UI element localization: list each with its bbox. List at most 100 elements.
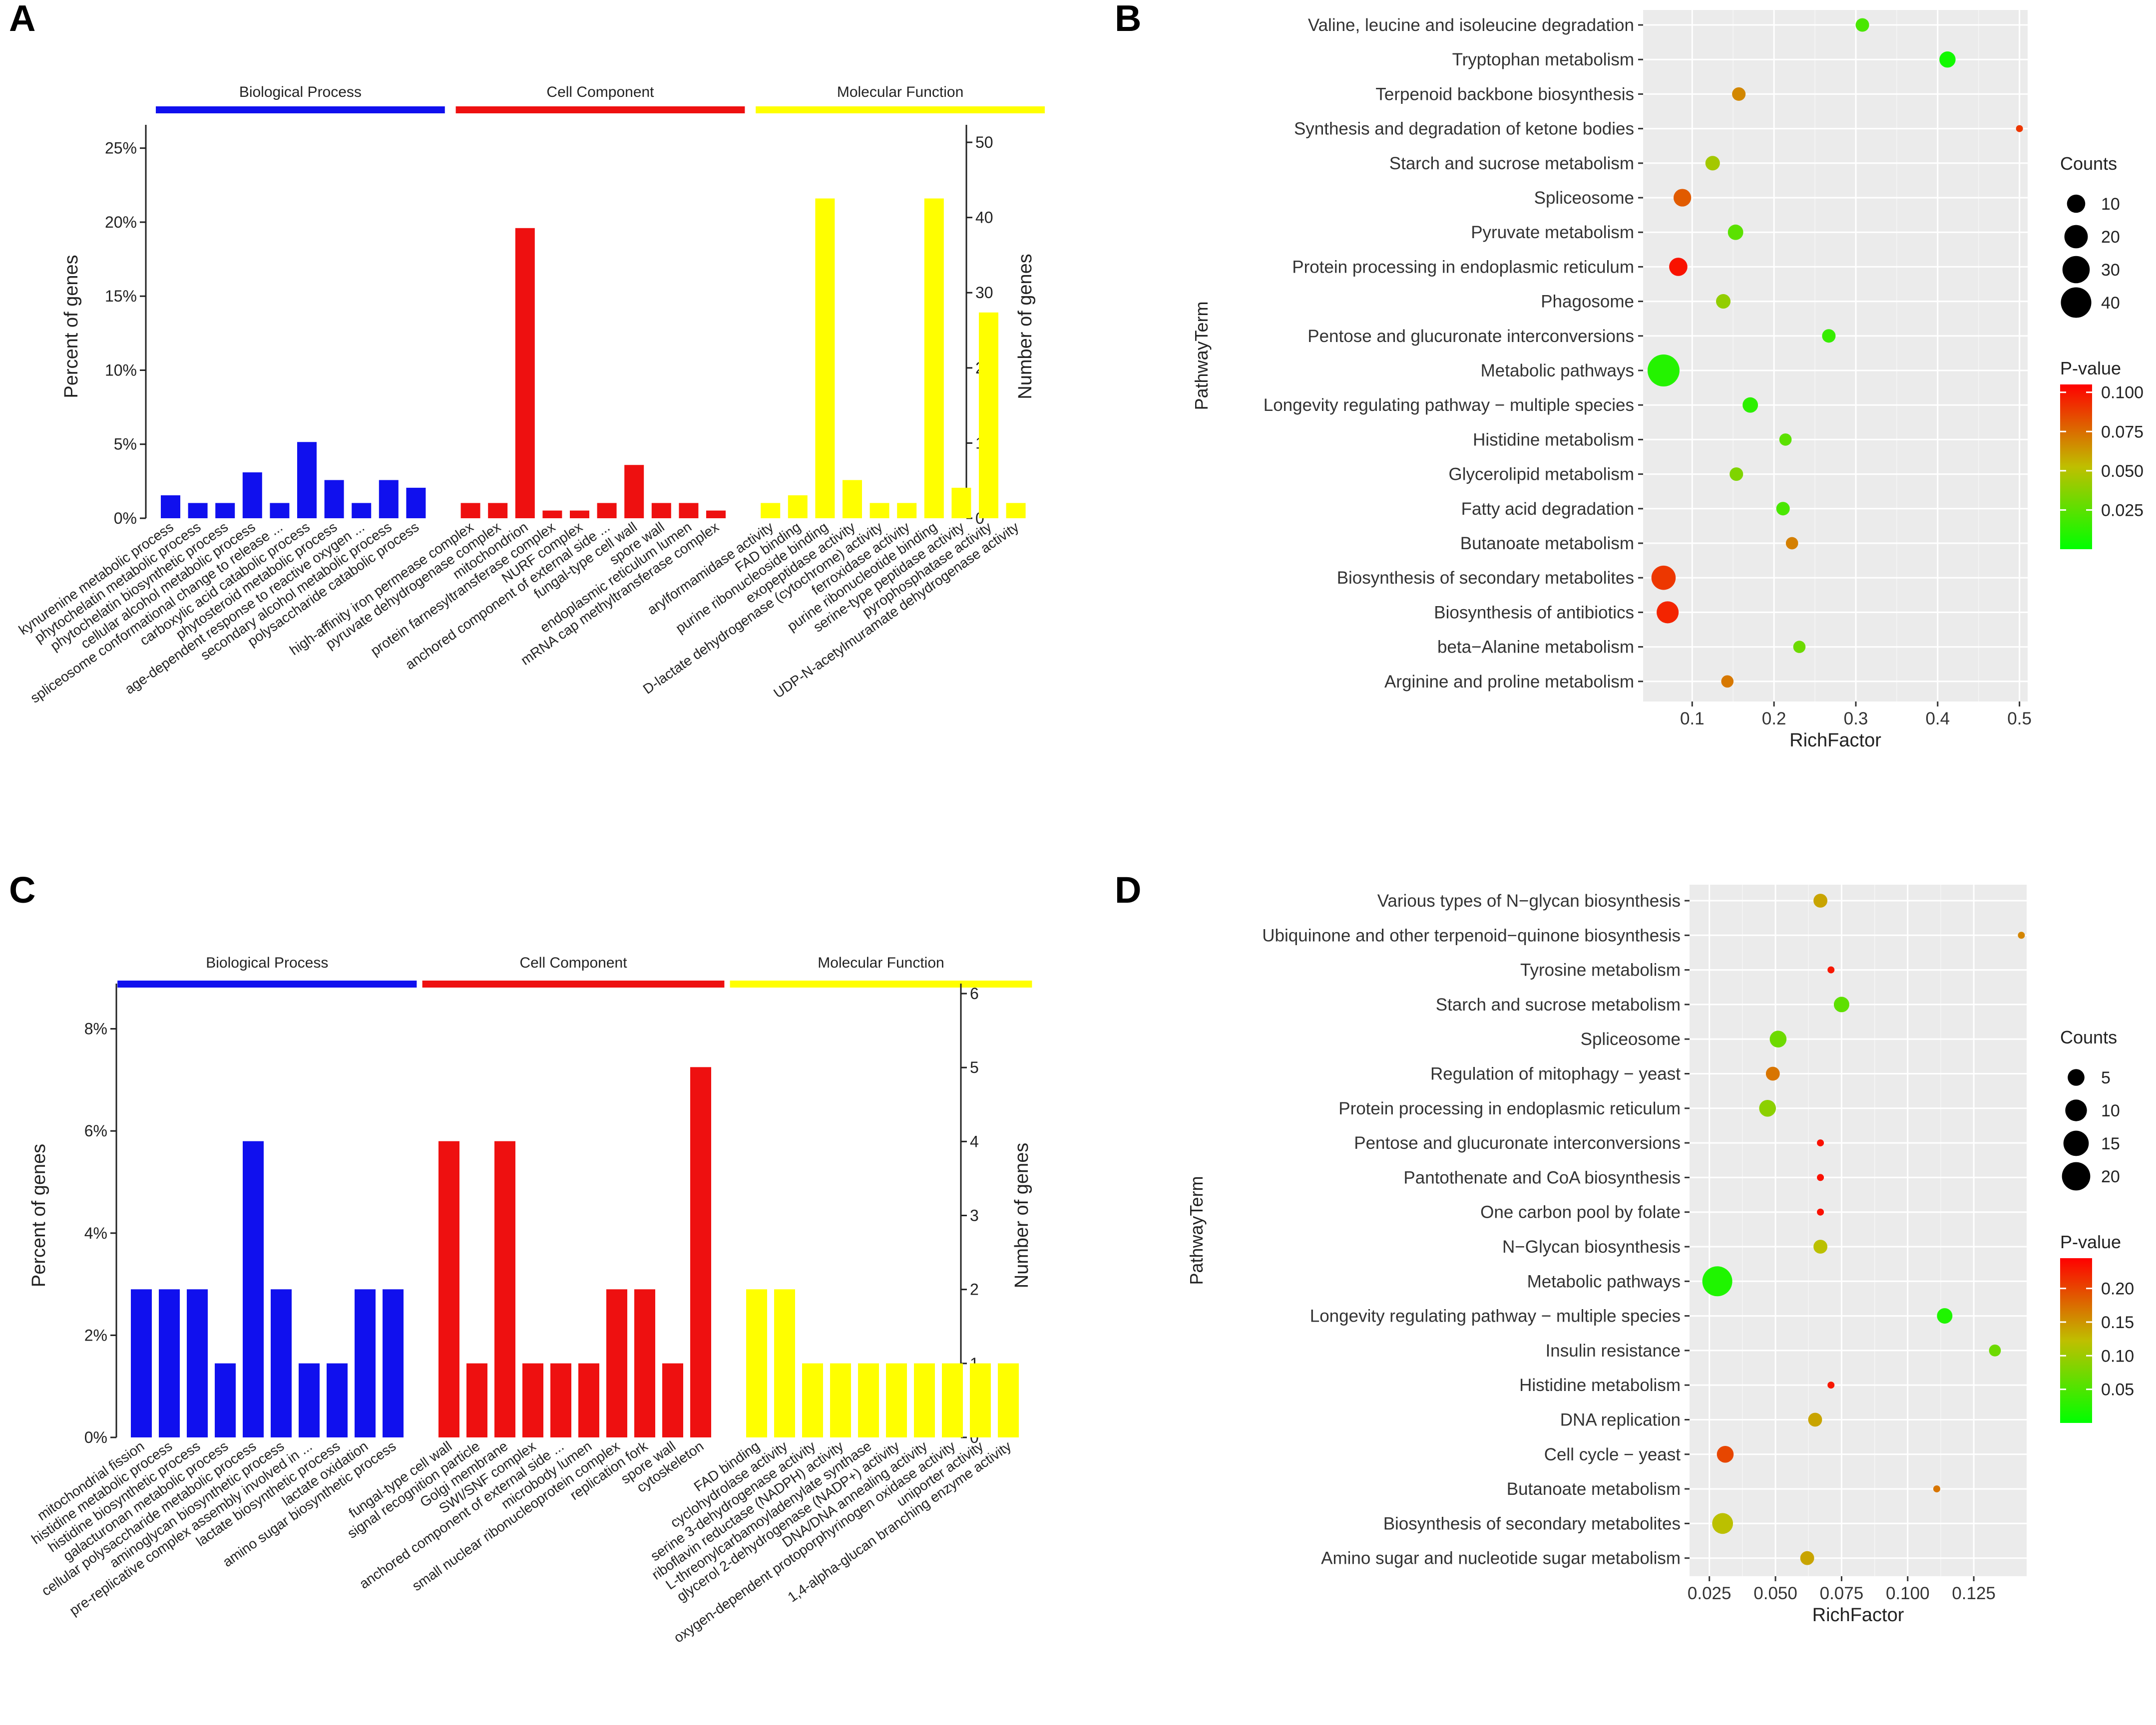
bar [662, 1363, 683, 1437]
size-legend-key [2063, 1130, 2089, 1156]
y-tick-label-left: 4% [84, 1224, 107, 1242]
bar [897, 503, 917, 518]
bar [542, 510, 562, 518]
bar [355, 1289, 376, 1437]
bar [352, 503, 372, 518]
panel-letter-c: C [9, 869, 35, 911]
data-point [1933, 1485, 1940, 1493]
data-point [1817, 1174, 1824, 1181]
size-legend-key [2062, 1162, 2091, 1191]
bar [271, 1289, 292, 1437]
data-point [1759, 1099, 1776, 1117]
x-tick-label: 0.3 [1844, 709, 1868, 728]
x-axis-title: RichFactor [1812, 1605, 1904, 1626]
pathway-term-label: Starch and sucrose metabolism [1436, 995, 1681, 1015]
pathway-term-label: Phagosome [1541, 292, 1634, 312]
bar [327, 1363, 348, 1437]
pathway-term-label: Histidine metabolism [1473, 430, 1634, 449]
bar [406, 487, 426, 518]
data-point [1657, 601, 1679, 624]
panel-d-kegg-bubble-chart: Various types of N−glycan biosynthesis Ub… [1186, 885, 2134, 1626]
size-legend-key [2061, 287, 2092, 318]
bar [815, 198, 835, 518]
size-legend-key [2068, 1069, 2085, 1086]
color-legend-label: 0.20 [2101, 1280, 2134, 1299]
group-label-0: Biological Process [239, 84, 362, 100]
x-tick-label: 0.050 [1753, 1584, 1797, 1603]
pathway-term-label: Fatty acid degradation [1461, 499, 1634, 519]
data-point [1732, 87, 1746, 101]
data-point [1833, 997, 1849, 1013]
bar [578, 1363, 599, 1437]
bar [788, 495, 808, 518]
bar [161, 495, 180, 518]
y-tick-label-left: 0% [84, 1428, 107, 1446]
bar [1006, 503, 1026, 518]
pathway-term-label: beta−Alanine metabolism [1437, 638, 1634, 657]
plot-background [1643, 10, 2028, 701]
y-tick-label-right: 2 [970, 1281, 979, 1299]
y-tick-label-right: 4 [970, 1132, 979, 1150]
pathway-term-label: Metabolic pathways [1481, 361, 1634, 380]
data-point [1827, 1381, 1835, 1389]
bar [634, 1289, 655, 1437]
group-label-2: Molecular Function [837, 84, 963, 100]
bar [624, 465, 644, 518]
group-bar-1 [455, 106, 745, 113]
pathway-term-label: Cell cycle − yeast [1544, 1445, 1681, 1464]
pathway-term-label: Metabolic pathways [1527, 1272, 1681, 1291]
y-tick-label-left: 5% [114, 435, 137, 453]
data-point [2016, 125, 2023, 132]
data-point [1669, 258, 1688, 276]
group-bar-0 [117, 981, 417, 988]
plot-background [1690, 885, 2027, 1576]
y-tick-label-left: 20% [105, 213, 137, 231]
color-legend-title: P-value [2060, 358, 2121, 378]
data-point [1702, 1266, 1732, 1297]
data-point [1813, 1240, 1827, 1254]
panel-letter-d: D [1115, 869, 1141, 911]
pathway-term-label: Biosynthesis of antibiotics [1434, 603, 1634, 622]
pathway-term-label: Tryptophan metabolism [1452, 50, 1634, 69]
y-tick-label-right: 3 [970, 1207, 979, 1225]
pathway-term-label: Amino sugar and nucleotide sugar metabol… [1321, 1549, 1681, 1568]
y-axis-title: PathwayTerm [1191, 301, 1212, 410]
bar [438, 1141, 459, 1437]
bar [299, 1363, 320, 1437]
color-legend-label: 0.050 [2101, 462, 2144, 481]
y-tick-label-right: 6 [970, 985, 979, 1003]
pathway-term-label: Histidine metabolism [1519, 1376, 1681, 1395]
bar [886, 1363, 907, 1437]
bar [858, 1363, 879, 1437]
data-point [1989, 1344, 2001, 1357]
size-legend-key [2062, 256, 2090, 284]
bar [383, 1289, 404, 1437]
color-legend-title: P-value [2060, 1232, 2121, 1252]
size-legend-title: Counts [2060, 1027, 2117, 1047]
data-point [1717, 1445, 1734, 1463]
size-legend-key [2064, 225, 2088, 249]
group-label-0: Biological Process [206, 955, 328, 971]
bar [651, 503, 671, 518]
data-point [1765, 1066, 1780, 1081]
data-point [1721, 675, 1734, 688]
x-tick-label: 0.100 [1886, 1584, 1930, 1603]
x-tick-label: 0.5 [2007, 709, 2032, 728]
color-legend-label: 0.075 [2101, 422, 2144, 441]
panel-letter-a: A [9, 0, 35, 39]
data-point [1822, 329, 1836, 343]
bar [550, 1363, 571, 1437]
size-legend-key [2067, 194, 2086, 213]
pathway-term-label: Protein processing in endoplasmic reticu… [1292, 257, 1634, 277]
pathway-term-label: Insulin resistance [1546, 1341, 1681, 1361]
group-bar-1 [422, 981, 725, 988]
y-axis-title-right: Number of genes [1015, 254, 1036, 399]
y-tick-label-right: 40 [975, 209, 993, 227]
y-tick-label-right: 5 [970, 1058, 979, 1076]
y-tick-label-left: 15% [105, 287, 137, 305]
group-bar-0 [156, 106, 445, 113]
bar [690, 1067, 711, 1437]
bar [746, 1289, 767, 1437]
group-label-2: Molecular Function [818, 955, 944, 971]
